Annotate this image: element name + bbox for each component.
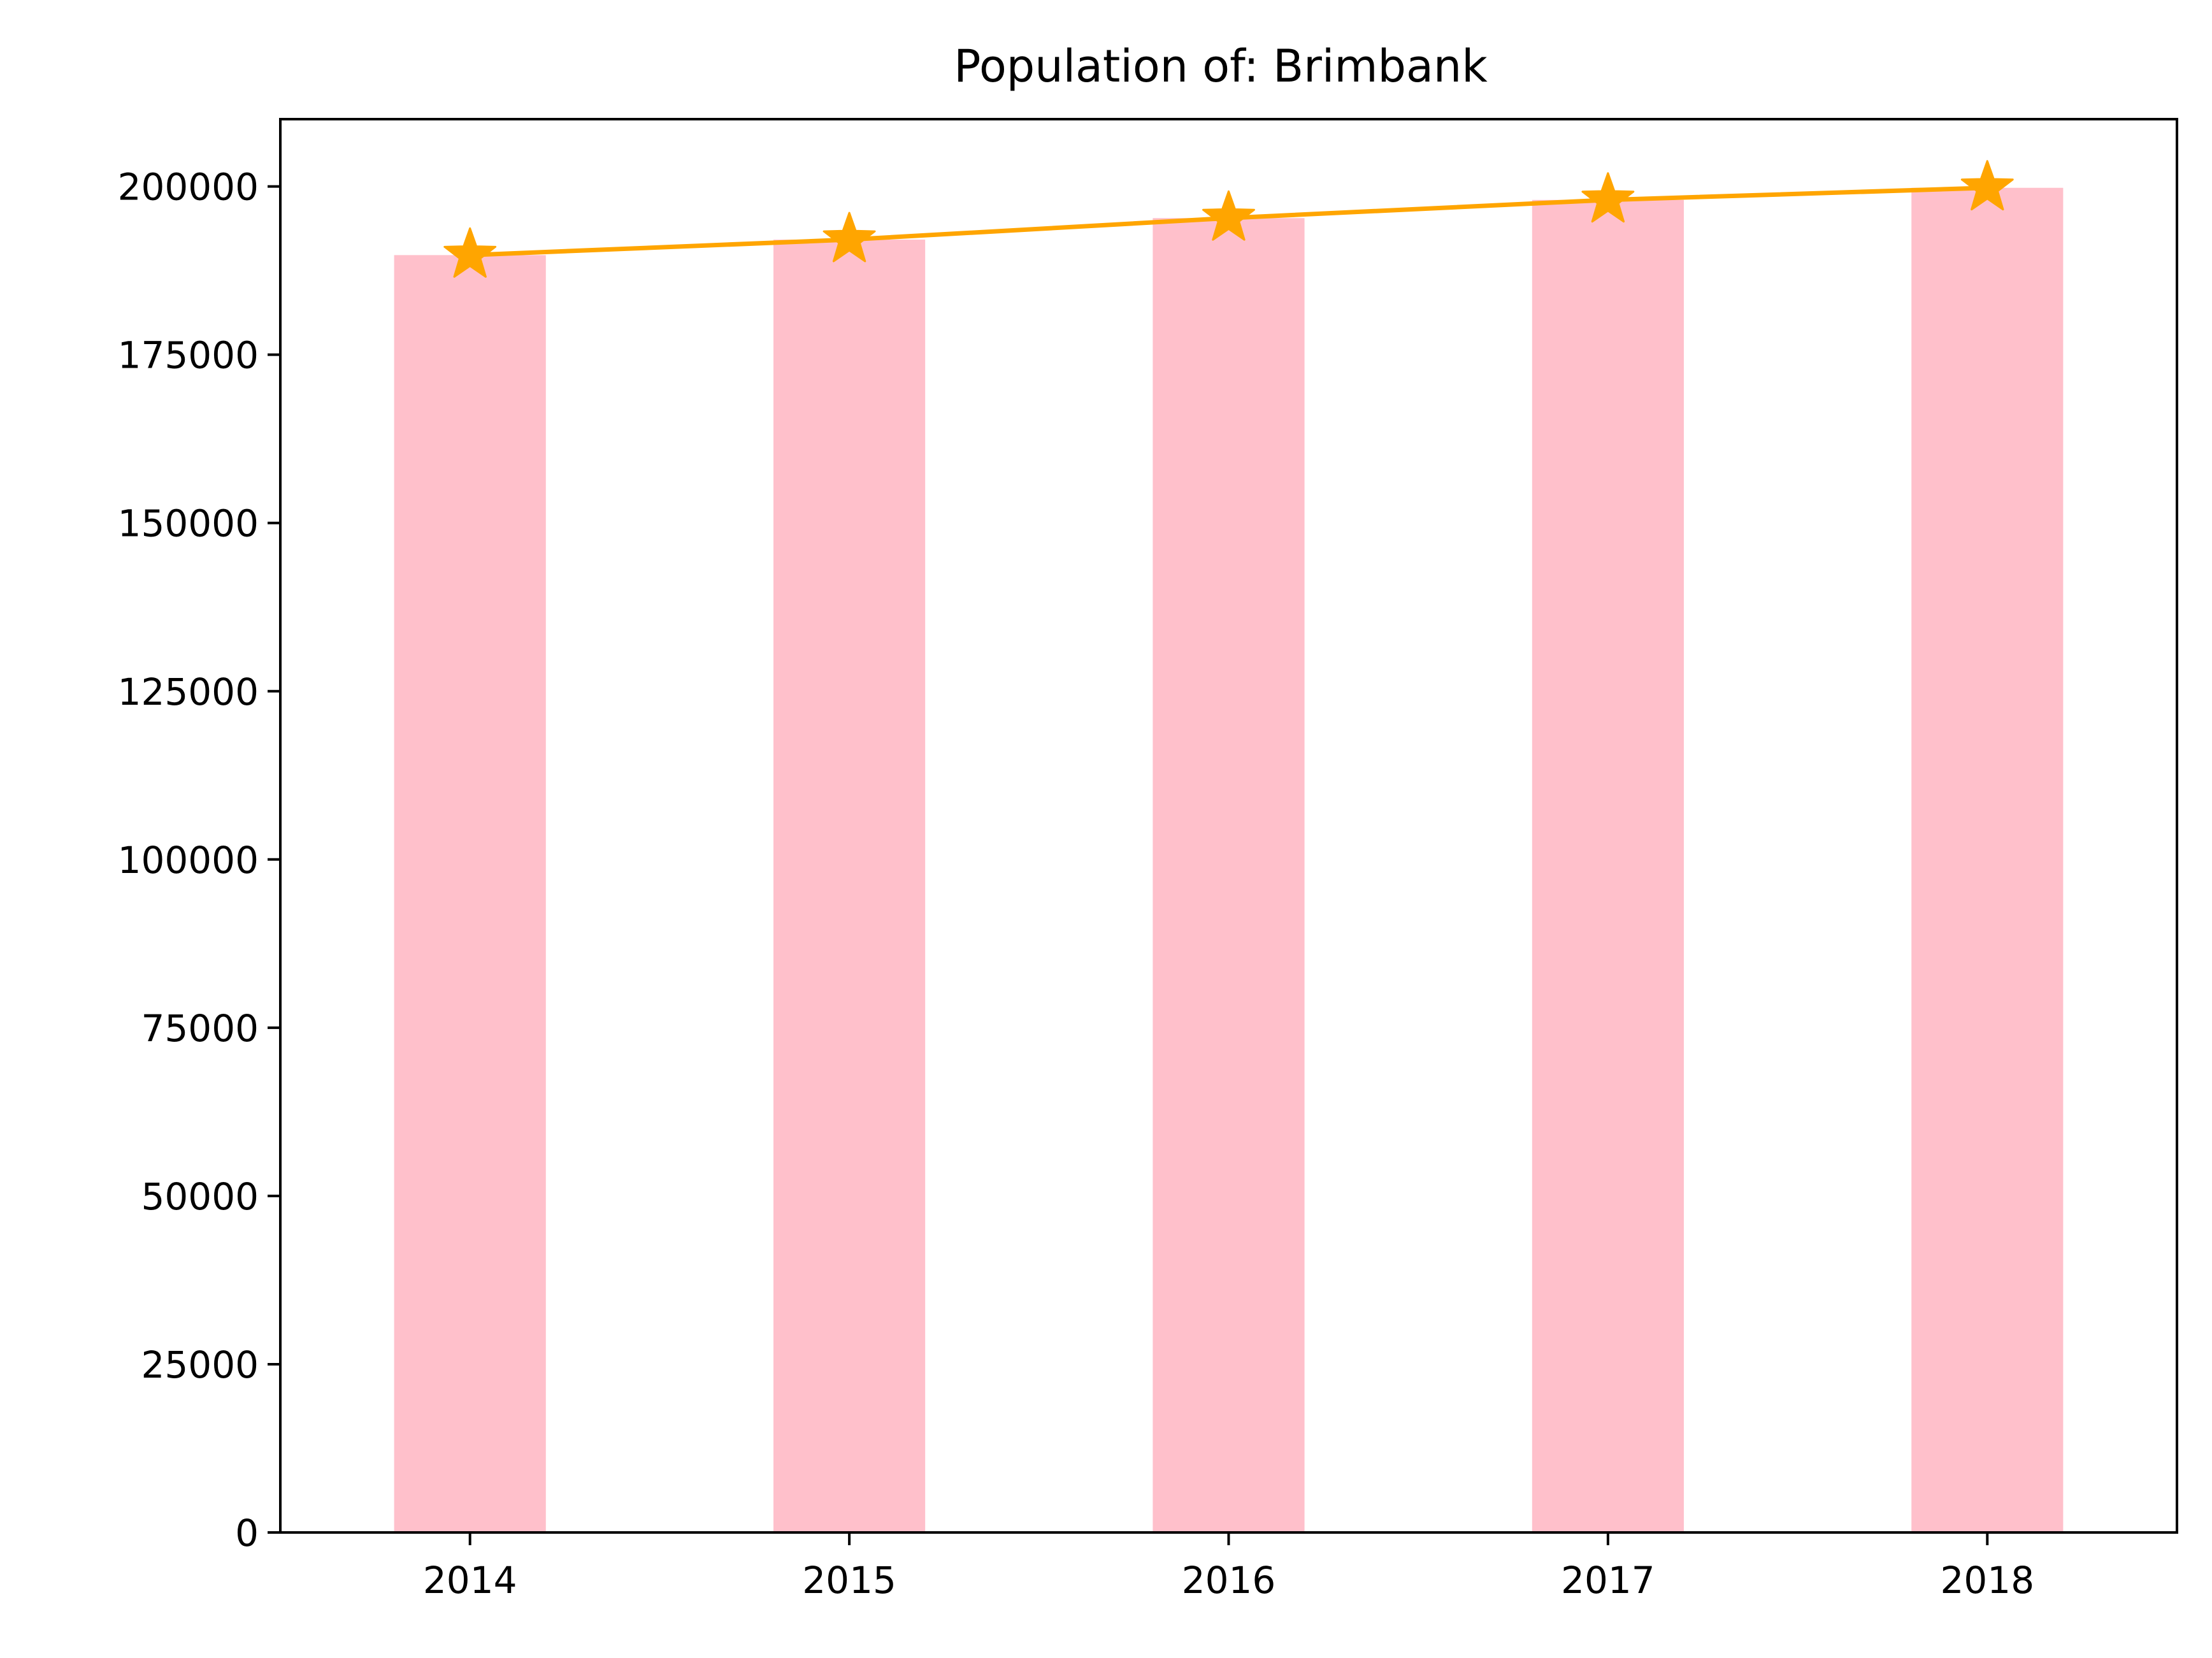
point-marker-2018 — [1960, 160, 2014, 211]
bar-2017 — [1532, 199, 1684, 1532]
y-tick-label: 175000 — [118, 334, 259, 377]
x-tick-label: 2017 — [1561, 1559, 1655, 1602]
y-tick-label: 75000 — [141, 1007, 259, 1050]
y-tick-label: 125000 — [118, 670, 259, 714]
x-tick-label: 2016 — [1182, 1559, 1276, 1602]
bars-layer — [394, 187, 2064, 1532]
point-marker-2016 — [1202, 190, 1255, 241]
bar-2015 — [773, 240, 926, 1532]
point-marker-2014 — [443, 227, 497, 278]
y-tick-label: 50000 — [141, 1175, 259, 1218]
bar-2014 — [394, 255, 546, 1532]
axes-layer: 0 25000 50000 75000 100000 125000 150000 175000… — [118, 118, 2178, 1602]
y-tick-label: 0 — [235, 1511, 259, 1555]
x-tick-label: 2018 — [1940, 1559, 2034, 1602]
chart-title: Population of: Brimbank — [954, 40, 1488, 92]
y-tick-label: 200000 — [118, 166, 259, 209]
y-tick-label: 150000 — [118, 502, 259, 545]
bar-2018 — [1911, 187, 2064, 1532]
y-tick-label: 100000 — [118, 839, 259, 882]
point-marker-2017 — [1581, 172, 1635, 223]
point-marker-2015 — [822, 212, 876, 263]
bar-2016 — [1153, 218, 1305, 1532]
y-tick-label: 25000 — [141, 1343, 259, 1387]
line-layer — [443, 160, 2014, 278]
x-tick-label: 2015 — [802, 1559, 896, 1602]
x-tick-label: 2014 — [423, 1559, 517, 1602]
